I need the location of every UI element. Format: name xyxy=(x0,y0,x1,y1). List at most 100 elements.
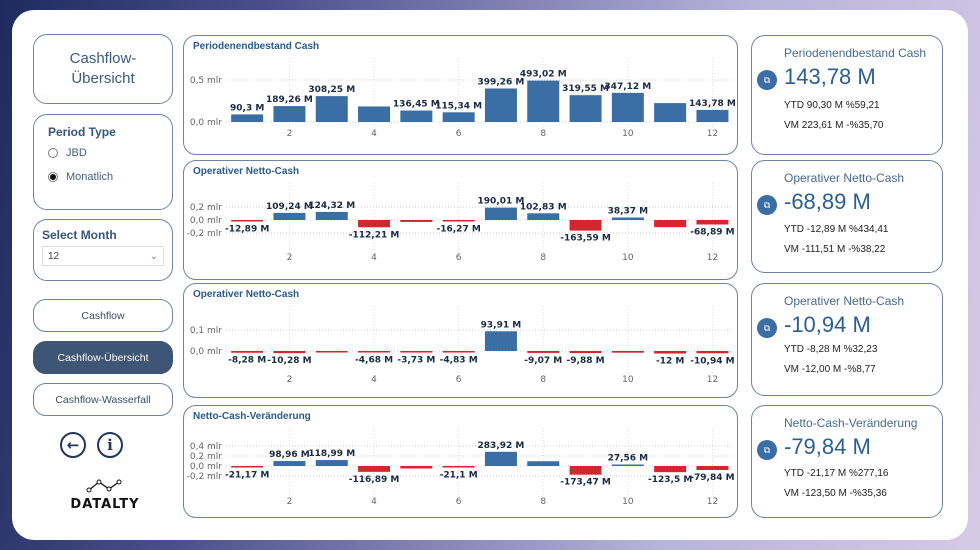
bar-month-10 xyxy=(611,92,644,122)
bar-month-2 xyxy=(273,106,306,122)
page-title-text: Cashflow- Übersicht xyxy=(69,50,137,87)
bar-month-12 xyxy=(696,220,729,225)
copy-icon: ⧉ xyxy=(757,440,777,460)
kpi-value: -10,94 M xyxy=(784,312,871,337)
x-tick-label: 6 xyxy=(456,129,462,139)
radio-monatlich[interactable]: Monatlich xyxy=(48,171,172,183)
nav-cashflow-button[interactable]: Cashflow xyxy=(33,299,173,332)
data-label: -12,89 M xyxy=(225,225,269,235)
x-tick-label: 4 xyxy=(371,375,377,385)
x-tick-label: 6 xyxy=(456,497,462,507)
kpi-title: Operativer Netto-Cash xyxy=(784,294,905,308)
kpi-value: -79,84 M xyxy=(784,434,871,459)
data-label: 190,01 M xyxy=(478,197,525,207)
data-label: -21,1 M xyxy=(440,471,478,481)
bar-month-12 xyxy=(696,466,729,470)
bar-month-6 xyxy=(442,220,475,222)
x-tick-label: 4 xyxy=(371,497,377,507)
radio-label: JBD xyxy=(66,147,87,159)
info-icon[interactable]: i xyxy=(97,432,123,458)
bar-month-7 xyxy=(484,451,517,466)
kpi-title: Periodenendbestand Cash xyxy=(784,46,927,60)
bar-month-12 xyxy=(696,351,729,354)
logo-text: DATALTY xyxy=(70,497,140,512)
data-label: -9,07 M xyxy=(524,356,562,366)
y-tick-label: 0,0 mlr xyxy=(190,462,222,472)
bar-month-4 xyxy=(358,106,391,122)
radio-circle-icon xyxy=(48,148,58,158)
y-tick-label: 0,0 mlr xyxy=(190,347,222,357)
bar-month-6 xyxy=(442,351,475,353)
bar-month-1 xyxy=(231,220,264,222)
x-tick-label: 8 xyxy=(540,129,546,139)
data-label: 124,32 M xyxy=(308,201,355,211)
kpi-title: Netto-Cash-Veränderung xyxy=(784,416,918,430)
month-dropdown[interactable]: 12 ⌄ xyxy=(42,246,164,266)
chart-operativer-netto-cash-2: 0,0 mlr 0,1 mlr -8,28 M -10,28 M -4,68 M -3,7… xyxy=(183,283,738,398)
y-tick-label: 0,5 mlr xyxy=(190,76,222,86)
chart-operativer-netto-cash: -0,2 mlr 0,0 mlr 0,2 mlr -12,89 M 109,24 M 12… xyxy=(183,160,738,280)
bar-month-8 xyxy=(527,213,560,220)
x-tick-label: 6 xyxy=(456,375,462,385)
kpi-card-periodenendbestand: Periodenendbestand Cash ⧉ 143,78 M YTD 90… xyxy=(751,35,943,155)
bar-month-7 xyxy=(484,331,517,351)
radio-label: Monatlich xyxy=(66,171,114,183)
period-type-slicer: Period Type JBD Monatlich xyxy=(33,114,173,210)
chart-title: Periodenendbestand Cash xyxy=(193,41,320,52)
bar-month-5 xyxy=(400,220,433,222)
bar-month-8 xyxy=(527,351,560,353)
bar-month-3 xyxy=(315,460,348,466)
data-label: -16,27 M xyxy=(437,225,481,235)
chart-title: Operativer Netto-Cash xyxy=(193,289,300,300)
x-tick-label: 4 xyxy=(371,129,377,139)
chevron-down-icon: ⌄ xyxy=(149,250,158,262)
kpi-vm: VM -111,51 M -%38,22 xyxy=(784,244,886,255)
copy-icon: ⧉ xyxy=(757,318,777,338)
bar-month-9 xyxy=(569,95,602,122)
bar-month-11 xyxy=(654,466,687,473)
data-label: 118,99 M xyxy=(308,449,355,459)
y-tick-label: 0,0 mlr xyxy=(190,216,222,226)
bar-month-4 xyxy=(358,466,391,472)
kpi-card-operativer-netto-cash: Operativer Netto-Cash ⧉ -68,89 M YTD -12,… xyxy=(751,160,943,273)
data-label: -9,88 M xyxy=(567,356,605,366)
back-arrow-icon[interactable]: ← xyxy=(60,432,86,458)
data-label: 115,34 M xyxy=(435,101,482,111)
data-label: -68,89 M xyxy=(690,227,734,237)
chart-netto-cash-veraenderung: -0,2 mlr 0,0 mlr 0,2 mlr 0,4 mlr -21,17 M 98,… xyxy=(183,405,738,518)
radio-jbd[interactable]: JBD xyxy=(48,147,172,159)
bar-month-1 xyxy=(231,114,264,122)
data-label: 493,02 M xyxy=(520,70,567,80)
select-month-slicer: Select Month 12 ⌄ xyxy=(33,219,173,281)
kpi-ytd: YTD -21,17 M %277,16 xyxy=(784,468,889,479)
x-tick-label: 6 xyxy=(456,253,462,263)
chart-svg: 0,0 mlr 0,1 mlr -8,28 M -10,28 M -4,68 M -3,7… xyxy=(190,306,735,385)
data-label: 102,83 M xyxy=(520,202,567,212)
bar-month-11 xyxy=(654,103,687,122)
bar-month-7 xyxy=(484,207,517,220)
y-tick-label: 0,0 mlr xyxy=(190,118,222,128)
kpi-ytd: YTD -8,28 M %32,23 xyxy=(784,344,878,355)
bar-month-2 xyxy=(273,212,306,220)
data-label: 38,37 M xyxy=(608,207,649,217)
chart-periodenendbestand-cash: 0,0 mlr 0,5 mlr 90,3 M 189,26 M 308,25 M 136,… xyxy=(183,35,738,155)
bar-month-12 xyxy=(696,109,729,122)
x-tick-label: 12 xyxy=(707,497,718,507)
data-label: 98,96 M xyxy=(269,450,310,460)
data-label: 308,25 M xyxy=(308,85,355,95)
x-tick-label: 8 xyxy=(540,497,546,507)
nav-cashflow-uebersicht-button[interactable]: Cashflow-Übersicht xyxy=(33,341,173,374)
x-tick-label: 8 xyxy=(540,253,546,263)
chart-title: Operativer Netto-Cash xyxy=(193,166,300,177)
data-label: 189,26 M xyxy=(266,95,313,105)
bar-month-1 xyxy=(231,351,264,353)
kpi-ytd: YTD -12,89 M %434,41 xyxy=(784,224,889,235)
copy-icon: ⧉ xyxy=(757,70,777,90)
data-label: 136,45 M xyxy=(393,100,440,110)
y-tick-label: 0,2 mlr xyxy=(190,452,222,462)
nav-cashflow-wasserfall-button[interactable]: Cashflow-Wasserfall xyxy=(33,383,173,416)
x-tick-label: 8 xyxy=(540,375,546,385)
bar-month-3 xyxy=(315,211,348,220)
